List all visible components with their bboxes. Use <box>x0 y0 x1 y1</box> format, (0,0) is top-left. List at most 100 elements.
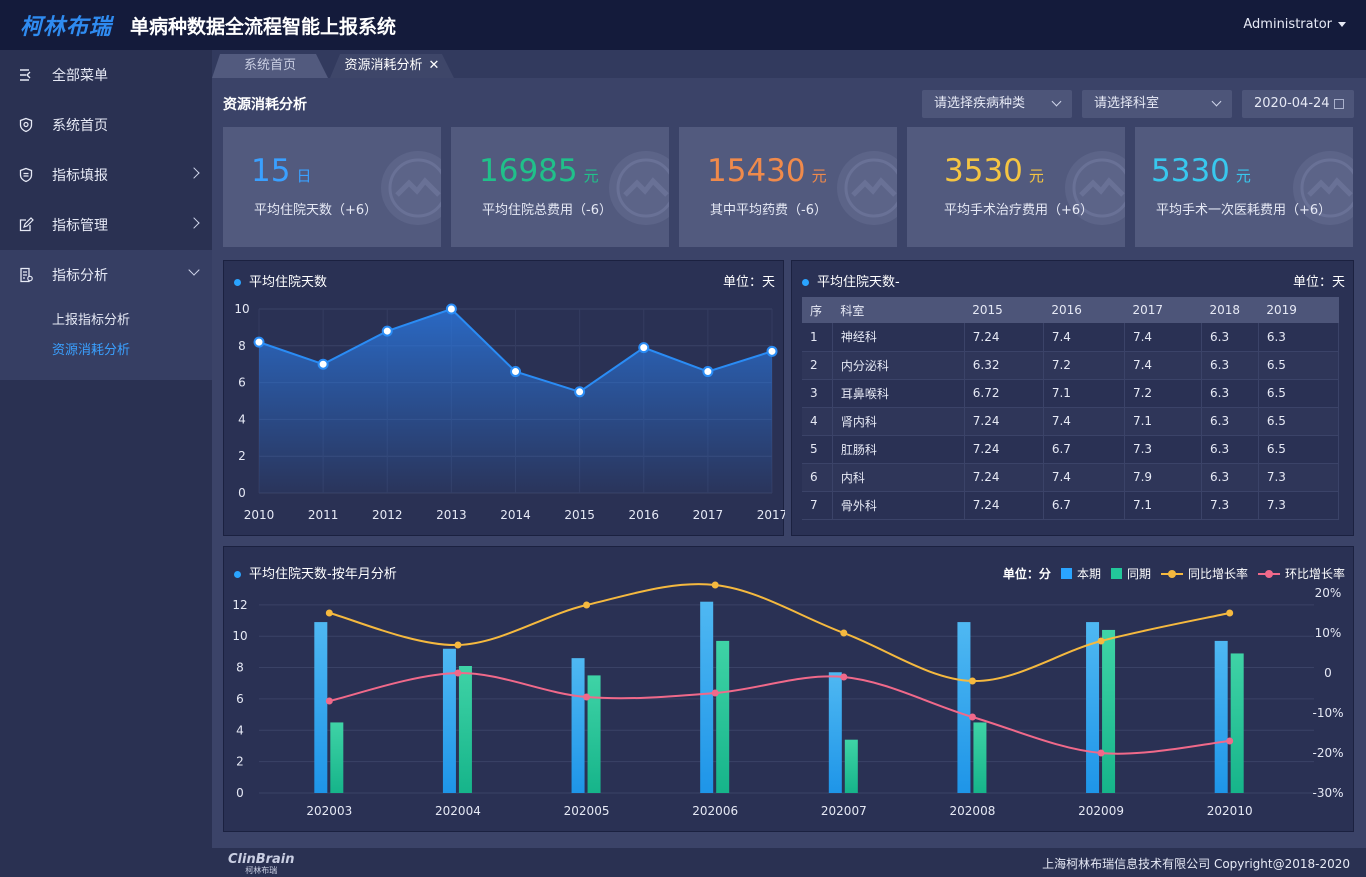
legend-label: 本期 <box>1076 567 1101 581</box>
sidebar-item-analysis[interactable]: 指标分析 <box>0 250 212 300</box>
table-cell: 内科 <box>832 463 965 492</box>
sidebar-item-label: 指标填报 <box>52 168 108 184</box>
bullet-dot-icon <box>234 571 241 578</box>
y-tick-label: 2 <box>236 755 244 769</box>
table-cell: 7.1 <box>1043 379 1125 408</box>
sidebar-subitem-report-analysis[interactable]: 上报指标分析 <box>52 313 131 328</box>
table-cell: 6.3 <box>1201 379 1259 408</box>
close-icon[interactable]: ✕ <box>428 58 440 73</box>
bar-current <box>1086 622 1100 793</box>
app-title: 单病种数据全流程智能上报系统 <box>130 15 397 38</box>
sidebar-item-home[interactable]: 系统首页 <box>0 100 212 150</box>
x-tick-label: 202009 <box>1078 804 1124 818</box>
table-row[interactable]: 1 神经科 7.24 7.4 7.4 6.3 6.3 <box>802 323 1340 352</box>
x-tick-label: 202004 <box>435 804 481 818</box>
line-point <box>510 366 521 378</box>
table-cell: 7.1 <box>1124 491 1203 520</box>
chevron-down-icon <box>188 264 200 276</box>
tab-resource-analysis[interactable]: 资源消耗分析 ✕ <box>330 54 454 78</box>
sidebar-item-report[interactable]: 指标填报 <box>0 150 212 200</box>
legend-item-mom[interactable]: 环比增长率 <box>1257 565 1345 582</box>
tab-bar: 系统首页 资源消耗分析 ✕ <box>212 50 1366 78</box>
y-tick-label: 8 <box>236 661 244 675</box>
y2-tick-label: -10% <box>1312 706 1343 720</box>
table-cell: 6.3 <box>1258 323 1340 352</box>
page-title: 资源消耗分析 <box>223 97 307 113</box>
sidebar: 全部菜单 系统首页 指标填报 指标管理 指标分析 上报指标分析 资源消耗分析 <box>0 50 212 877</box>
table-header-cell: 2016 <box>1043 297 1125 323</box>
table-row[interactable]: 4 肾内科 7.24 7.4 7.1 6.3 6.5 <box>802 407 1340 436</box>
line-area <box>259 309 772 493</box>
panel-title: 平均住院天数 <box>234 271 327 290</box>
x-tick-label: 202007 <box>821 804 867 818</box>
x-tick-label: 202006 <box>692 804 738 818</box>
x-tick-label: 202008 <box>950 804 996 818</box>
table-cell: 4 <box>802 407 833 436</box>
sidebar-item-label: 指标管理 <box>52 218 108 234</box>
table-cell: 6 <box>802 463 833 492</box>
table-cell: 6.5 <box>1258 351 1340 380</box>
table-row[interactable]: 2 内分泌科 6.32 7.2 7.4 6.3 6.5 <box>802 351 1340 380</box>
rate-point <box>1097 749 1105 757</box>
x-tick-label: 2014 <box>500 508 531 522</box>
legend-item-same-period[interactable]: 同期 <box>1110 565 1151 582</box>
kpi-label: 其中平均药费（-6） <box>710 203 827 218</box>
x-tick-label: 2012 <box>372 508 403 522</box>
y-tick-label: 4 <box>236 723 244 737</box>
legend-item-yoy[interactable]: 同比增长率 <box>1160 565 1248 582</box>
kpi-value: 16985 元 <box>479 153 599 189</box>
bar-chart-unit: 单位：分 <box>1002 567 1051 581</box>
kpi-value: 5330 元 <box>1151 153 1251 189</box>
rate-point <box>325 609 333 617</box>
table-cell: 7.24 <box>964 323 1044 352</box>
kpi-card: 16985 元平均住院总费用（-6） <box>451 127 669 247</box>
chart-legend: 单位：分 本期 同期 同比增长率 环比增长率 <box>1003 565 1345 582</box>
sidebar-item-manage[interactable]: 指标管理 <box>0 200 212 250</box>
table-cell: 肾内科 <box>832 407 965 436</box>
bar-chart-panel: 平均住院天数-按年月分析 单位：分 本期 同期 同比增长率 环比增长率 0 2 4 6… <box>223 546 1354 832</box>
x-tick-label: 2013 <box>436 508 467 522</box>
kpi-card: 15 日平均住院天数（+6） <box>223 127 441 247</box>
x-tick-label: 2010 <box>244 508 275 522</box>
tab-label: 系统首页 <box>243 58 296 73</box>
table-row[interactable]: 6 内科 7.24 7.4 7.9 6.3 7.3 <box>802 463 1340 492</box>
analysis-icon <box>20 267 33 283</box>
rate-point <box>840 673 848 681</box>
table-cell: 7.4 <box>1043 407 1125 436</box>
sidebar-subitem-resource-analysis[interactable]: 资源消耗分析 <box>52 343 131 358</box>
table-cell: 7.24 <box>964 491 1044 520</box>
table-row[interactable]: 7 骨外科 7.24 6.7 7.1 7.3 7.3 <box>802 491 1340 520</box>
table-cell: 7.24 <box>964 407 1044 436</box>
report-icon <box>19 167 33 183</box>
copyright: 上海柯林布瑞信息技术有限公司 Copyright@2018-2020 <box>1042 857 1350 871</box>
rate-point <box>325 697 333 705</box>
bar-current <box>314 622 328 793</box>
sidebar-item-all-menu[interactable]: 全部菜单 <box>0 50 212 100</box>
table-cell: 7.3 <box>1201 491 1259 520</box>
user-menu[interactable]: Administrator <box>1243 17 1346 32</box>
table-cell: 6.3 <box>1201 463 1259 492</box>
brand-logo: 柯林布瑞 <box>20 15 113 40</box>
date-picker[interactable]: 2020-04-24 <box>1242 90 1354 118</box>
data-table: 序科室 2015 2016 2017 2018 2019 1 神经科 7.24 7.4 7.4 6.… <box>802 297 1340 520</box>
footer-logo: ClinBrain 柯林布瑞 <box>228 852 295 876</box>
kpi-label: 平均住院总费用（-6） <box>482 203 612 218</box>
disease-select-value: 请选择疾病种类 <box>934 96 1026 111</box>
legend-swatch <box>1110 568 1122 579</box>
legend-item-current[interactable]: 本期 <box>1060 565 1101 582</box>
disease-select[interactable]: 请选择疾病种类 <box>922 90 1072 118</box>
panel-unit: 单位：天 <box>1292 275 1345 290</box>
tab-home[interactable]: 系统首页 <box>212 54 328 78</box>
table-cell: 骨外科 <box>832 491 965 520</box>
table-row[interactable]: 3 耳鼻喉科 6.72 7.1 7.2 6.3 6.5 <box>802 379 1340 408</box>
bar-current <box>700 601 714 793</box>
bullet-dot-icon <box>234 279 241 286</box>
table-cell: 6.3 <box>1201 407 1259 436</box>
table-header-row: 序科室 2015 2016 2017 2018 2019 <box>802 297 1339 323</box>
bar-same-period <box>973 722 987 793</box>
table-cell: 6.5 <box>1258 379 1340 408</box>
y-tick-label: 0 <box>236 786 244 800</box>
dept-select[interactable]: 请选择科室 <box>1082 90 1232 118</box>
y-tick-label: 4 <box>238 412 246 426</box>
table-row[interactable]: 5 肛肠科 7.24 6.7 7.3 6.3 6.5 <box>802 435 1340 464</box>
